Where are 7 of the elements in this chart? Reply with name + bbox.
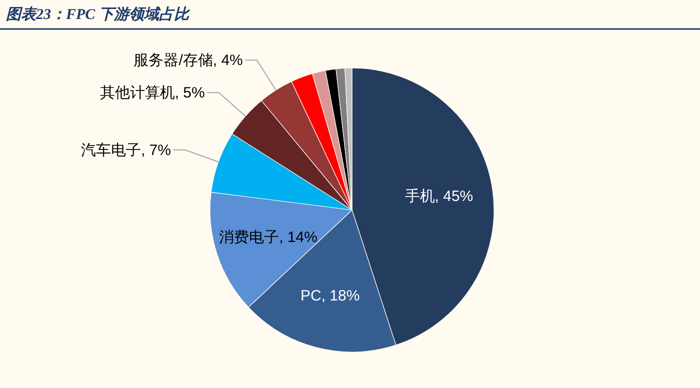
slice-label: 消费电子, 14% — [219, 229, 318, 246]
slice-label: 其他计算机, 5% — [100, 84, 205, 102]
chart-title: 图表23：FPC 下游领域占比 — [6, 6, 191, 23]
slice-label: 手机, 45% — [404, 188, 474, 206]
slice-label: 汽车电子, 7% — [80, 142, 171, 159]
slice-label: PC, 18% — [300, 287, 360, 304]
slice-label: 服务器/存储, 4% — [134, 52, 243, 70]
